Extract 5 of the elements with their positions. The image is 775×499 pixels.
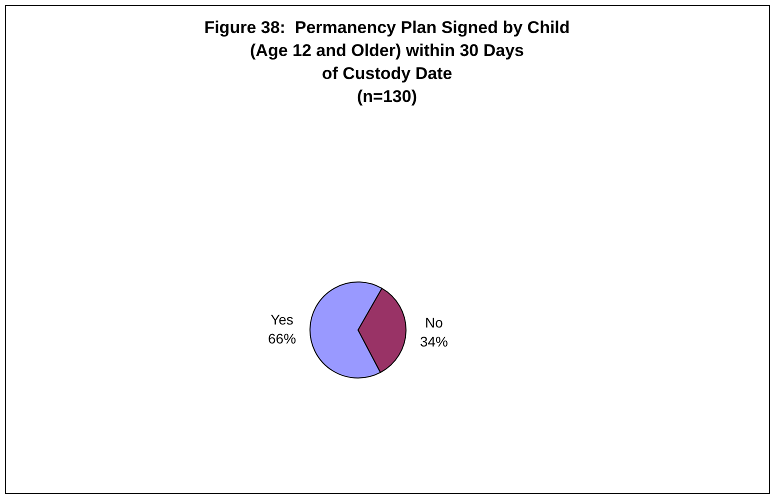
chart-title: Figure 38: Permanency Plan Signed by Child (Age 12 and Older) within 30 Days of Custody Date (n=130)	[204, 18, 570, 106]
slice-label: Yes	[270, 312, 294, 328]
data-label: 34%	[420, 333, 448, 350]
data-label: 66%	[268, 330, 296, 347]
slice-label: No	[425, 314, 444, 330]
